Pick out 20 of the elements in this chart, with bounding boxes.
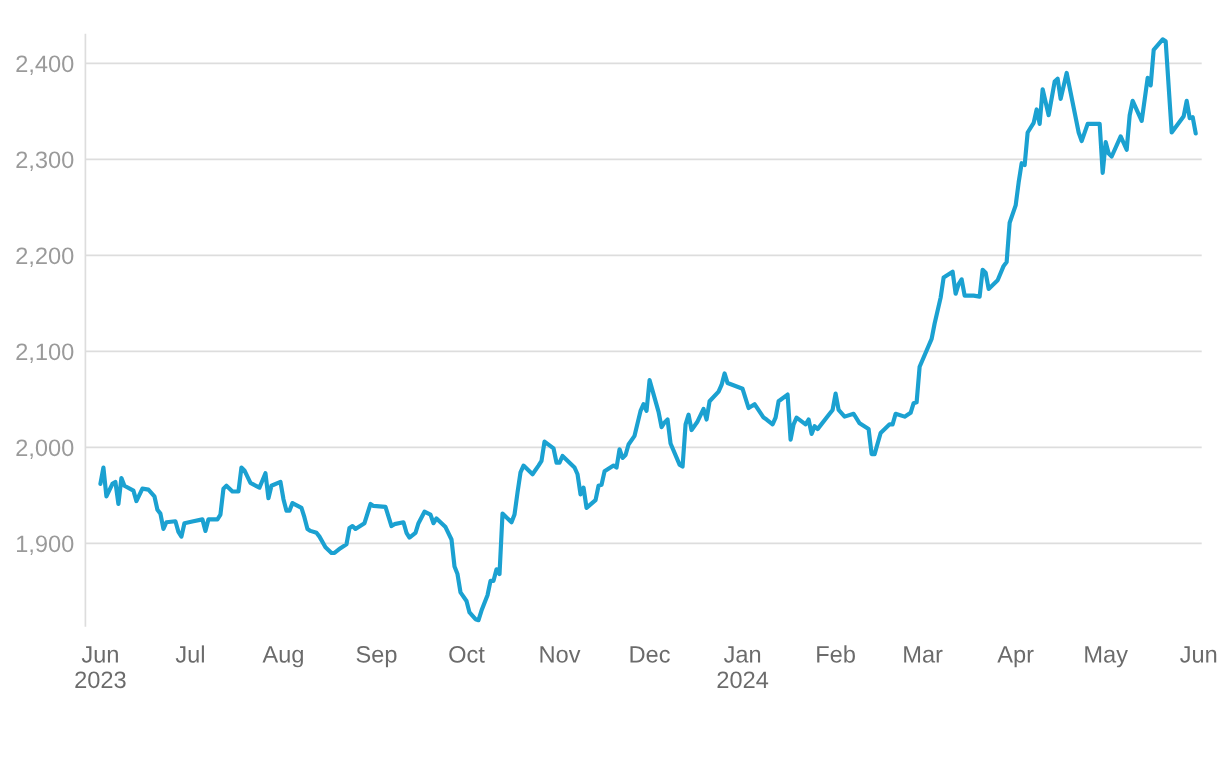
x-tick-label: Jun xyxy=(1180,646,1217,663)
y-tick-label: 2,000 xyxy=(16,439,74,459)
x-tick-label: Jun 2023 xyxy=(75,646,126,689)
x-tick-label: Jul xyxy=(175,645,204,663)
x-tick-label: Nov xyxy=(540,646,581,663)
x-tick-label: Mar xyxy=(904,646,943,663)
y-tick-label: 2,100 xyxy=(16,343,74,363)
y-tick-label: 2,400 xyxy=(16,55,74,75)
x-tick-label: Dec xyxy=(630,646,670,663)
y-tick-label: 2,300 xyxy=(16,151,74,171)
x-tick-label: Aug xyxy=(262,646,303,668)
x-tick-label: Jan 2024 xyxy=(717,646,769,689)
line-series xyxy=(98,37,1198,623)
x-tick-label: Sep xyxy=(356,645,397,668)
x-tick-label: Feb xyxy=(817,645,855,663)
y-tick-label: 2,200 xyxy=(16,247,74,267)
x-tick-label: Oct xyxy=(449,645,485,663)
x-tick-label: Apr xyxy=(997,646,1034,668)
x-tick-label: May xyxy=(1085,646,1128,668)
y-tick-label: 1,900 xyxy=(17,535,74,555)
